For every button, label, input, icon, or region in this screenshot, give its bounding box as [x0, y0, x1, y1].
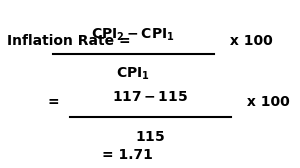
- Text: $\mathbf{115}$: $\mathbf{115}$: [135, 130, 166, 144]
- Text: x 100: x 100: [225, 34, 273, 48]
- Text: Inflation Rate =: Inflation Rate =: [7, 34, 136, 48]
- Text: $\mathbf{117 - 115}$: $\mathbf{117 - 115}$: [112, 90, 188, 104]
- Text: = 1.71: = 1.71: [102, 148, 153, 162]
- Text: $\mathbf{CPI_1}$: $\mathbf{CPI_1}$: [116, 66, 150, 82]
- Text: =: =: [47, 95, 59, 109]
- Text: x 100: x 100: [242, 95, 290, 109]
- Text: $\mathbf{CPI_2 - CPI_1}$: $\mathbf{CPI_2 - CPI_1}$: [92, 26, 175, 43]
